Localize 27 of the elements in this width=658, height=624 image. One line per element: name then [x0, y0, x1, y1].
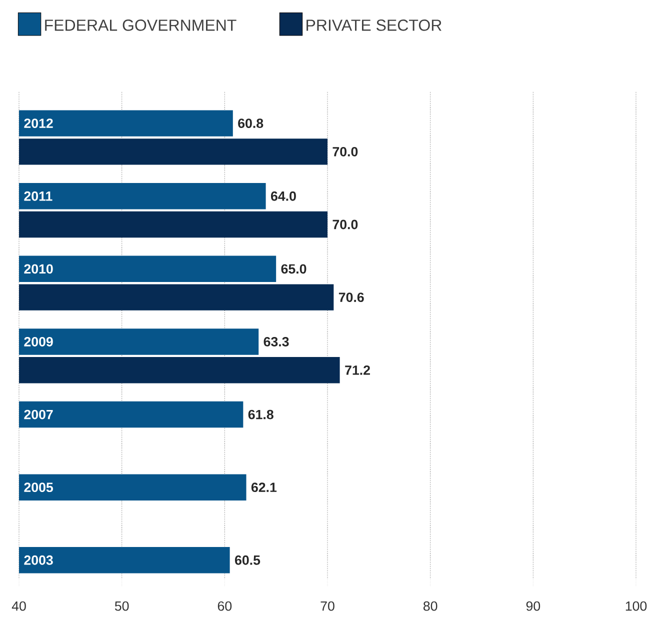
data-label: 65.0	[281, 264, 306, 274]
y-tick-label: 2005	[24, 482, 53, 492]
data-label: 70.0	[332, 146, 358, 156]
data-label: 70.6	[338, 292, 364, 302]
data-label: 70.0	[332, 220, 358, 230]
legend-label: PRIVATE SECTOR	[306, 20, 442, 31]
x-tick-label: 60	[218, 601, 232, 611]
x-tick-label: 100	[626, 601, 647, 611]
data-label: 71.2	[345, 365, 370, 375]
x-tick-label: 70	[320, 601, 334, 611]
data-label: 62.1	[251, 482, 277, 492]
data-label: 60.5	[235, 555, 260, 565]
y-tick-label: 2010	[24, 264, 53, 274]
data-label: 61.8	[248, 410, 274, 420]
x-tick-label: 80	[424, 601, 438, 611]
x-tick-label: 50	[114, 601, 129, 611]
legend-label: FEDERAL GOVERNMENT	[45, 20, 236, 31]
x-tick-label: 40	[12, 601, 26, 611]
y-tick-label: 2009	[24, 337, 53, 346]
data-label: 64.0	[270, 191, 296, 201]
y-tick-label: 2007	[24, 410, 53, 420]
y-tick-label: 2011	[24, 191, 52, 201]
y-tick-label: 2003	[24, 555, 53, 565]
y-tick-label: 2012	[24, 118, 53, 128]
data-label: 63.3	[264, 337, 289, 346]
data-label: 60.8	[238, 118, 264, 128]
x-tick-label: 90	[526, 601, 540, 611]
